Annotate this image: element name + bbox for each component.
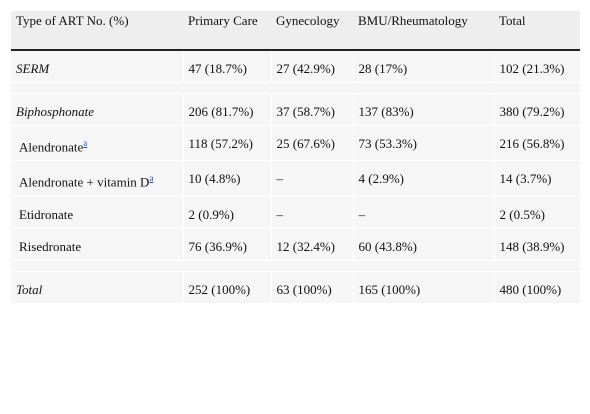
spacer-row	[11, 82, 580, 94]
table-row: Alendronate + vitamin Da 10 (4.8%) –4 (2.9…	[11, 160, 580, 197]
table-cell: –	[270, 160, 353, 197]
table-cell: 60 (43.8%)	[352, 227, 494, 261]
table-cell: 137 (83%)	[352, 93, 494, 126]
table-cell: 480 (100%)	[493, 270, 580, 303]
table-body: SERM 47 (18.7%) 27 (42.9%) 28 (17%) 102 (21.…	[11, 49, 580, 303]
table-cell: 25 (67.6%)	[270, 124, 353, 161]
table-cell: 2 (0.5%)	[493, 195, 580, 229]
spacer-cell	[183, 82, 271, 94]
spacer-cell	[494, 82, 580, 94]
header-total: Total	[494, 11, 580, 51]
table-cell: 10 (4.8%)	[182, 160, 271, 197]
row-label: Total	[11, 270, 183, 303]
table-cell: –	[352, 195, 494, 229]
spacer-cell	[271, 82, 353, 94]
table-row: SERM 47 (18.7%) 27 (42.9%) 28 (17%) 102 (21.…	[11, 49, 580, 83]
row-label-text: Alendronate + vitamin D	[19, 174, 150, 190]
header-primary-care: Primary Care	[183, 11, 271, 51]
row-label-text: Alendronate	[19, 139, 84, 155]
spacer-cell	[494, 259, 580, 272]
row-label-text: SERM	[16, 61, 50, 76]
header-row: Type of ART No. (%) Primary Care Gynecol…	[11, 11, 580, 51]
results-table: Type of ART No. (%) Primary Care Gynecol…	[11, 11, 580, 303]
table-cell: 12 (32.4%)	[270, 227, 353, 261]
table-cell: 165 (100%)	[352, 270, 494, 303]
header-type: Type of ART No. (%)	[11, 11, 183, 51]
spacer-cell	[11, 82, 183, 94]
spacer-cell	[183, 259, 271, 272]
table-row: Risedronate 76 (36.9%) 12 (32.4%) 60 (43.8%…	[11, 227, 580, 261]
spacer-cell	[353, 82, 494, 94]
table-cell: 252 (100%)	[182, 270, 271, 303]
spacer-cell	[353, 259, 494, 272]
table-cell: 118 (57.2%)	[182, 124, 271, 161]
row-label-text: Etidronate	[19, 206, 74, 222]
row-label-text: Biphosphonate	[16, 104, 94, 119]
row-label: Etidronate	[11, 195, 183, 229]
table-cell: 76 (36.9%)	[182, 227, 271, 261]
table-cell: 380 (79.2%)	[493, 93, 580, 126]
spacer-cell	[11, 259, 183, 272]
table-cell: 148 (38.9%)	[493, 227, 580, 261]
row-label: Alendronate + vitamin Da	[11, 160, 183, 197]
header-bmu-rheumatology: BMU/Rheumatology	[353, 11, 494, 51]
table-cell: 2 (0.9%)	[182, 195, 271, 229]
table-cell: 63 (100%)	[270, 270, 353, 303]
table-cell: 14 (3.7%)	[493, 160, 580, 197]
table-cell: 102 (21.3%)	[493, 49, 580, 83]
row-label-text: Total	[16, 281, 43, 297]
spacer-cell	[271, 259, 353, 272]
footnote-link[interactable]: a	[149, 173, 154, 184]
table-cell: 216 (56.8%)	[493, 124, 580, 161]
row-label: Alendronatea	[11, 124, 183, 161]
table-cell: 37 (58.7%)	[270, 93, 353, 126]
table-cell: 206 (81.7%)	[182, 93, 271, 126]
table-cell: 47 (18.7%)	[182, 49, 271, 83]
table-cell: 28 (17%)	[352, 49, 494, 83]
table-cell: –	[270, 195, 353, 229]
footnote-link[interactable]: a	[83, 138, 88, 148]
table-cell: 4 (2.9%)	[352, 160, 494, 197]
spacer-row	[11, 259, 580, 272]
table-row: Alendronatea 118 (57.2%) 25 (67.6%) 73 (53.…	[11, 124, 580, 161]
table-row: Total 252 (100%) 63 (100%) 165 (100%) 480 (1…	[11, 270, 580, 303]
row-label: Risedronate	[11, 227, 183, 261]
row-label: SERM	[11, 49, 183, 83]
table-row: Etidronate 2 (0.9%) – –2 (0.5%)	[11, 195, 580, 229]
row-label-text: Risedronate	[19, 238, 82, 254]
table-cell: 73 (53.3%)	[352, 124, 494, 161]
table-cell: 27 (42.9%)	[270, 49, 353, 83]
table-row: Biphosphonate 206 (81.7%) 37 (58.7%) 137 (8…	[11, 93, 580, 126]
header-gynecology: Gynecology	[271, 11, 353, 51]
row-label: Biphosphonate	[11, 93, 183, 126]
